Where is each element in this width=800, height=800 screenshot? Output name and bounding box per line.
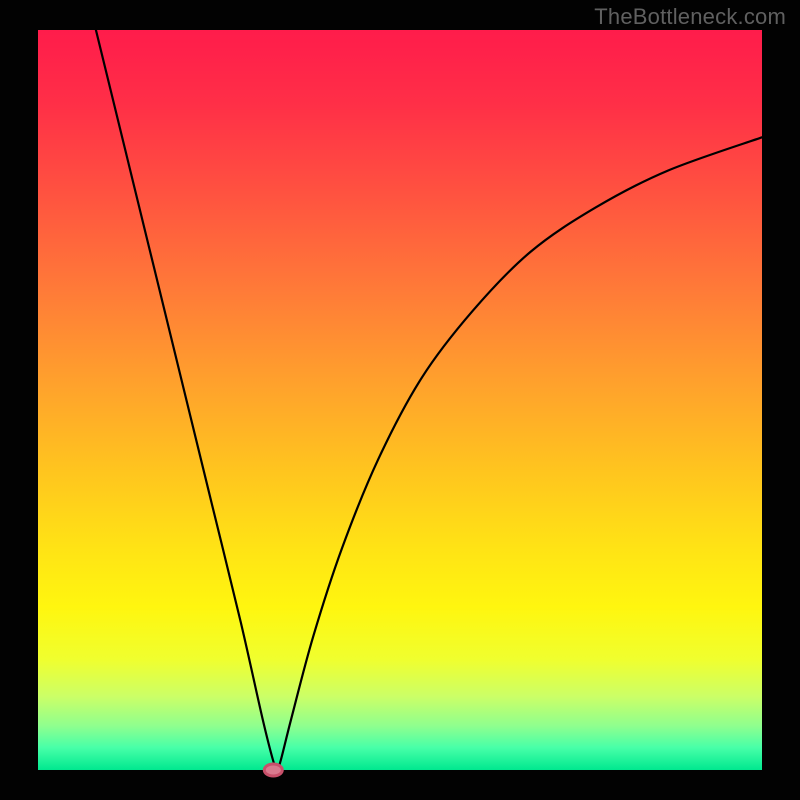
chart-container: { "watermark": "TheBottleneck.com", "cha… <box>0 0 800 800</box>
plot-background <box>38 30 762 770</box>
optimal-point-marker <box>264 764 282 776</box>
bottleneck-curve-chart <box>0 0 800 800</box>
watermark-text: TheBottleneck.com <box>594 4 786 30</box>
